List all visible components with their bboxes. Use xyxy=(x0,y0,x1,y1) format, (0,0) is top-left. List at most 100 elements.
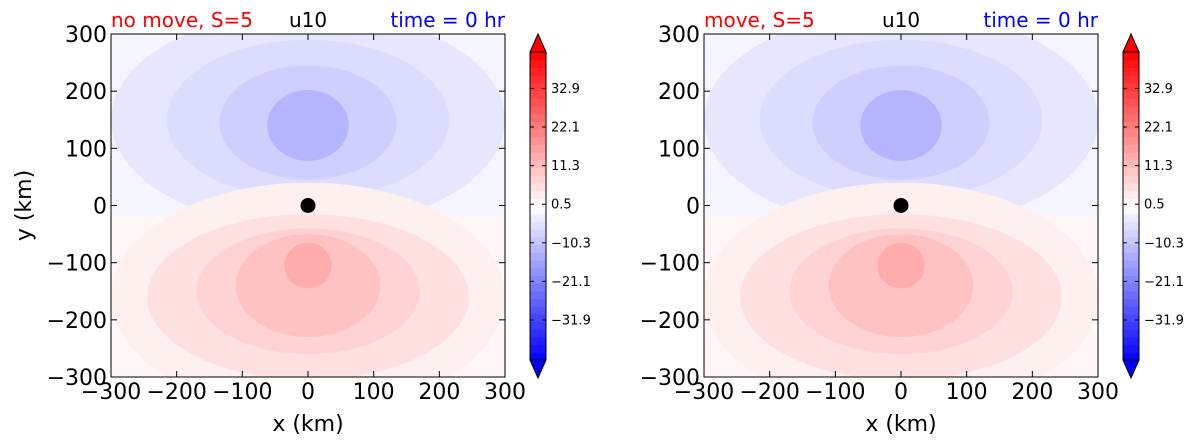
colorbar-tick-label: −31.9 xyxy=(1144,313,1184,328)
colorbar-segment xyxy=(1123,329,1139,338)
colorbar-tick-label: 32.9 xyxy=(1144,82,1173,97)
y-axis-label: y (km) xyxy=(12,170,37,241)
colorbar-segment xyxy=(530,67,546,76)
colorbar-tick-label: 11.3 xyxy=(551,159,580,174)
colorbar-segment xyxy=(530,98,546,107)
x-tick-label: 300 xyxy=(1077,380,1119,405)
colorbar-tick-label: 32.9 xyxy=(551,82,580,97)
colorbar-segment xyxy=(530,321,546,330)
x-axis-label: x (km) xyxy=(272,412,343,437)
colorbar-tick-label: −10.3 xyxy=(551,236,591,251)
colorbar-segment xyxy=(530,82,546,92)
colorbar-segment xyxy=(530,283,546,292)
colorbar-segment xyxy=(530,298,546,307)
colorbar-segment xyxy=(1123,290,1139,299)
colorbar-segment xyxy=(1123,182,1139,192)
title-left: no move, S=5 xyxy=(111,8,253,32)
center-marker xyxy=(893,198,909,213)
x-tick-label: 0 xyxy=(301,380,315,405)
y-tick-label: −300 xyxy=(640,366,700,391)
y-tick-label: 300 xyxy=(658,23,700,48)
colorbar-extend-max xyxy=(529,32,547,53)
colorbar-segment xyxy=(530,290,546,299)
colorbar-segment xyxy=(1123,221,1139,230)
x-tick-label: −300 xyxy=(674,380,734,405)
colorbar-segment xyxy=(1123,321,1139,330)
colorbar-segment xyxy=(530,113,546,122)
x-tick-label: −300 xyxy=(81,380,141,405)
colorbar-frame xyxy=(529,51,547,361)
colorbar-segment xyxy=(1123,236,1139,246)
colorbar-segment xyxy=(530,252,546,261)
colorbar-segment xyxy=(530,313,546,323)
contour-field xyxy=(111,34,505,377)
colorbar-segment xyxy=(1123,90,1139,99)
title-center: u10 xyxy=(882,8,920,32)
colorbar-segment xyxy=(530,336,546,346)
colorbar-tick-label: −10.3 xyxy=(1144,236,1184,251)
colorbar-segment xyxy=(530,329,546,338)
panel-no-move: −300 −200 −100 0 100 200 300−300−200−100010020… xyxy=(12,8,591,437)
x-tick-label: 300 xyxy=(484,380,526,405)
colorbar-segment xyxy=(1123,59,1139,68)
colorbar-segment xyxy=(1123,344,1139,353)
colorbar-segment xyxy=(1123,252,1139,261)
contour-level xyxy=(860,90,942,161)
y-tick-label: 300 xyxy=(65,23,107,48)
colorbar-segment xyxy=(1123,267,1139,276)
colorbar-segment xyxy=(1123,352,1139,361)
contour-field xyxy=(704,34,1098,377)
colorbar-segment xyxy=(1123,283,1139,292)
colorbar-segment xyxy=(530,167,546,176)
colorbar-tick-label: −21.1 xyxy=(551,275,591,290)
x-tick-label: −200 xyxy=(739,380,799,405)
x-tick-label: −200 xyxy=(146,380,206,405)
colorbar-extend-min xyxy=(529,359,547,380)
colorbar-tick-label: 0.5 xyxy=(551,198,572,213)
y-tick-label: 100 xyxy=(65,137,107,162)
colorbar: 32.9 22.1 11.3 0.5 −10.3 −21.1 −31.9 xyxy=(1122,32,1184,380)
colorbar-segment xyxy=(1123,275,1139,284)
colorbar-segment xyxy=(1123,213,1139,222)
contour-level xyxy=(877,242,925,289)
colorbar-segment xyxy=(530,59,546,68)
x-axis-label: x (km) xyxy=(865,412,936,437)
colorbar-segment xyxy=(530,75,546,84)
x-tick-label: −100 xyxy=(212,380,272,405)
colorbar-segment xyxy=(530,352,546,361)
colorbar-extend-max xyxy=(1122,32,1140,53)
y-tick-label: −300 xyxy=(47,366,107,391)
colorbar-segment xyxy=(530,144,546,153)
x-tick-label: 200 xyxy=(418,380,460,405)
colorbar-segment xyxy=(1123,152,1139,161)
colorbar-segment xyxy=(1123,259,1139,269)
y-tick-label: 100 xyxy=(658,137,700,162)
colorbar-segment xyxy=(530,182,546,192)
colorbar-segment xyxy=(530,306,546,315)
colorbar-segment xyxy=(1123,52,1139,61)
colorbar-segment xyxy=(1123,105,1139,115)
title-right: time = 0 hr xyxy=(390,8,505,32)
colorbar-segment xyxy=(1123,298,1139,307)
colorbar-segment xyxy=(1123,313,1139,323)
x-tick-label: 100 xyxy=(946,380,988,405)
colorbar-segment xyxy=(1123,98,1139,107)
colorbar-segment xyxy=(1123,136,1139,145)
x-tick-label: 200 xyxy=(1011,380,1053,405)
colorbar-segment xyxy=(530,229,546,238)
colorbar-segment xyxy=(1123,175,1139,184)
colorbar-segment xyxy=(530,52,546,61)
colorbar-segment xyxy=(1123,67,1139,76)
colorbar-segment xyxy=(1123,75,1139,84)
y-tick-label: −200 xyxy=(47,309,107,334)
colorbar-segment xyxy=(530,159,546,169)
colorbar-segment xyxy=(1123,190,1139,199)
colorbar-segment xyxy=(530,121,546,130)
colorbar-frame xyxy=(1122,51,1140,361)
colorbar-tick-label: 11.3 xyxy=(1144,159,1173,174)
colorbar-segment xyxy=(1123,129,1139,138)
colorbar-segment xyxy=(1123,159,1139,169)
title-right: time = 0 hr xyxy=(983,8,1098,32)
colorbar-segment xyxy=(530,213,546,222)
y-tick-label: 0 xyxy=(93,195,107,220)
